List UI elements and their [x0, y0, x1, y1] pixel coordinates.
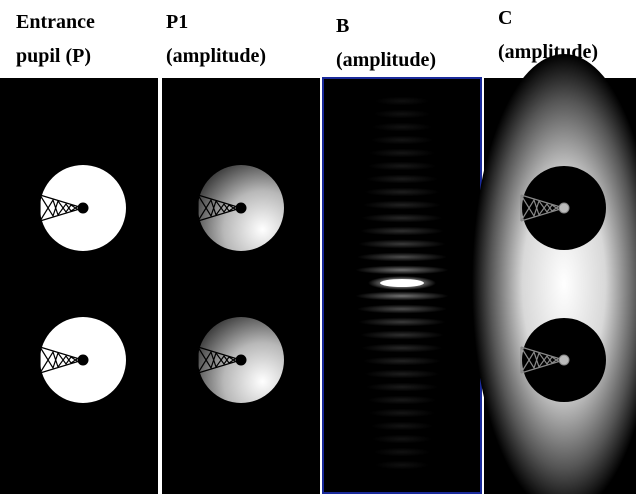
fringe	[366, 174, 438, 184]
panel-title: pupil (P)	[16, 45, 91, 67]
panel-title: B	[336, 15, 349, 37]
panel-bg	[162, 78, 320, 494]
fringe	[357, 304, 447, 314]
fringe	[355, 291, 449, 301]
fringe	[358, 239, 446, 249]
panel-title: Entrance	[16, 11, 95, 33]
panel-bg	[0, 78, 158, 494]
fringe	[369, 148, 435, 158]
panel-title: P1	[166, 11, 188, 33]
fringe	[360, 226, 444, 236]
fringe	[363, 356, 441, 366]
fringe	[369, 408, 435, 418]
panel-pupil	[0, 78, 158, 494]
fringe	[363, 200, 441, 210]
fringe	[357, 252, 447, 262]
fringe	[372, 434, 432, 444]
fringe	[375, 460, 429, 470]
fringe	[367, 395, 437, 405]
core	[380, 279, 424, 287]
panel-b	[322, 77, 482, 494]
panel-c	[472, 54, 636, 494]
headers: Entrance pupil (P) P1 (amplitude) B (amp…	[16, 7, 598, 71]
panel-title: (amplitude)	[166, 45, 266, 67]
panel-p1	[162, 78, 320, 494]
fringe	[372, 122, 432, 132]
fringe	[361, 343, 443, 353]
fringe	[373, 447, 431, 457]
fringe	[370, 135, 434, 145]
panel-title: C	[498, 7, 512, 29]
fringe	[361, 213, 443, 223]
fringe	[366, 382, 438, 392]
fringe	[364, 369, 440, 379]
fringe	[367, 161, 437, 171]
fringe	[375, 96, 429, 106]
fringe	[364, 187, 440, 197]
fringe	[370, 421, 434, 431]
fringe	[358, 317, 446, 327]
fringe	[360, 330, 444, 340]
fringe	[373, 109, 431, 119]
panel-title: (amplitude)	[336, 49, 436, 71]
fringe	[355, 265, 449, 275]
